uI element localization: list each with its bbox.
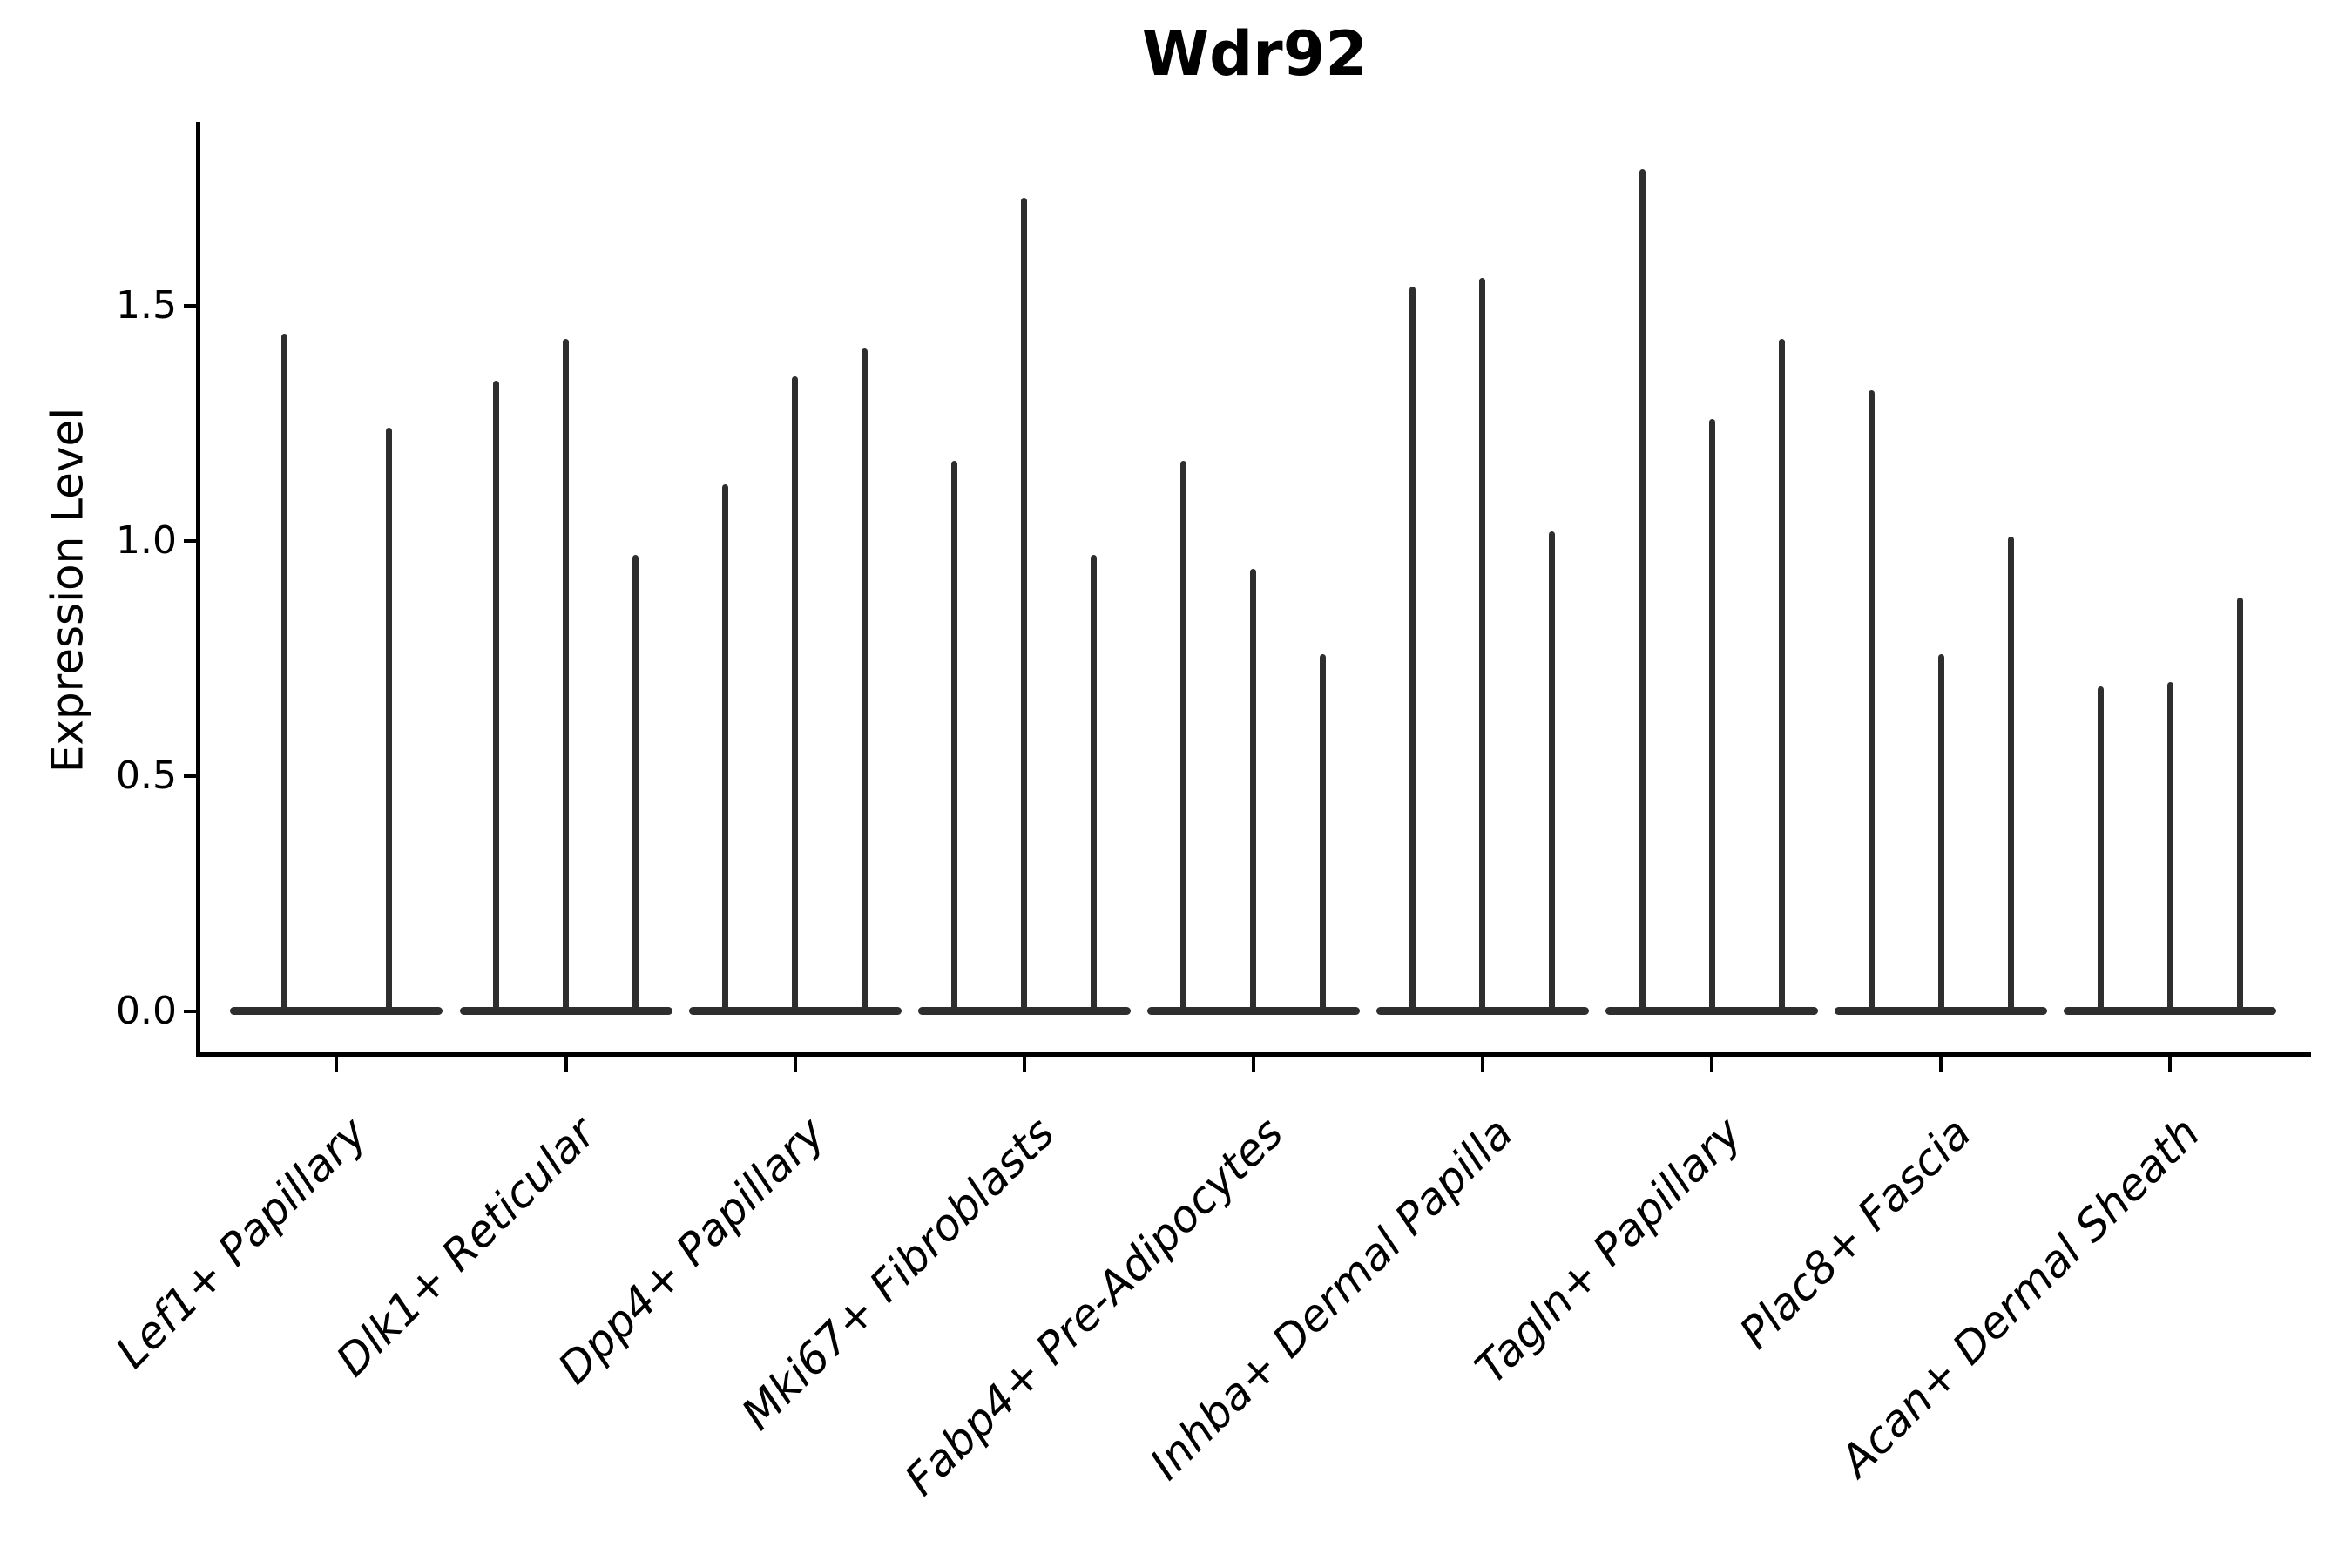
x-tick [2168, 1057, 2173, 1072]
violin-spike [862, 348, 868, 1011]
y-tick-label: 1.0 [116, 518, 177, 563]
violin-spike [2236, 597, 2243, 1011]
violin-spike [2166, 682, 2173, 1011]
y-tick [184, 774, 196, 778]
chart-title: Wdr92 [1141, 18, 1369, 90]
violin-spike [385, 428, 392, 1011]
violin-spike [2007, 536, 2014, 1011]
violin-spike [951, 461, 958, 1011]
x-tick [1251, 1057, 1255, 1072]
violin-spike [1409, 287, 1416, 1011]
violin-spike [1549, 531, 1556, 1011]
violin-spike [1021, 197, 1028, 1011]
violin-spike [792, 376, 799, 1011]
x-tick [564, 1057, 568, 1072]
y-tick [184, 304, 196, 308]
x-tick-label: Fabp4+ Pre-Adipocytes [895, 1107, 1294, 1506]
y-tick-label: 0.0 [116, 989, 177, 1033]
x-tick [1480, 1057, 1484, 1072]
x-tick [1710, 1057, 1713, 1072]
violin-spike [1250, 569, 1257, 1011]
y-tick-label: 1.5 [116, 283, 177, 328]
x-tick-label: Lef1+ Papillary [105, 1107, 376, 1378]
y-tick [184, 539, 196, 543]
x-tick [1939, 1057, 1943, 1072]
y-tick-label: 0.5 [116, 754, 177, 798]
violin-spike [1639, 169, 1646, 1011]
violin-spike [722, 484, 729, 1011]
violin-spike [280, 334, 287, 1011]
violin-spike [1320, 653, 1327, 1011]
x-tick [1022, 1057, 1026, 1072]
violin-spike [1091, 555, 1098, 1011]
x-axis-spine [196, 1052, 2311, 1057]
x-tick [793, 1057, 797, 1072]
violin-spike [563, 338, 569, 1011]
violin-spike [1180, 461, 1187, 1011]
y-axis-spine [196, 122, 200, 1057]
violin-spike [2097, 686, 2104, 1011]
violin-spike [1479, 277, 1486, 1011]
violin-spike [1937, 653, 1944, 1011]
y-tick [184, 1010, 196, 1013]
violin-spike [632, 555, 639, 1011]
y-axis-label: Expression Level [42, 407, 93, 774]
violin-spike [1778, 338, 1785, 1011]
violin-spike [1868, 390, 1875, 1011]
x-tick-label: Inhba+ Dermal Papilla [1139, 1107, 1523, 1490]
violin-spike [1708, 418, 1715, 1011]
x-tick [335, 1057, 339, 1072]
violin-base [230, 1007, 443, 1015]
x-tick-label: Plac8+ Fascia [1729, 1107, 1981, 1359]
violin-spike [493, 381, 499, 1011]
